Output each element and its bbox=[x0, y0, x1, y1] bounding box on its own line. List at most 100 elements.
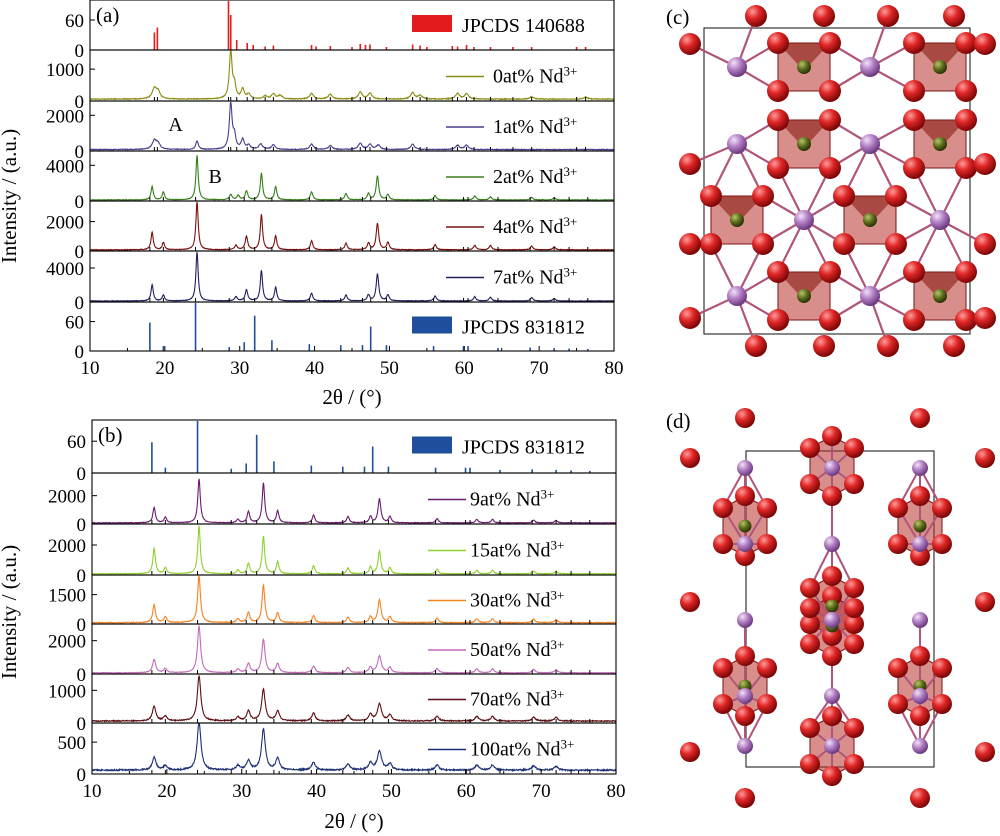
oxygen-atom bbox=[813, 335, 835, 357]
metal-atom bbox=[860, 134, 880, 154]
oxygen-atom bbox=[888, 658, 908, 678]
oxygen-atom bbox=[752, 185, 774, 207]
oxygen-atom bbox=[974, 153, 996, 175]
y-tick-label: 0 bbox=[77, 765, 87, 786]
metal-atom bbox=[912, 536, 928, 552]
legend-superscript: 3+ bbox=[551, 537, 565, 552]
oxygen-atom bbox=[679, 33, 701, 55]
oxygen-atom bbox=[910, 408, 930, 428]
polyhedron-face bbox=[778, 43, 830, 71]
center-atom bbox=[913, 519, 927, 533]
legend-label-text: 7at% Nd bbox=[493, 267, 564, 289]
oxygen-atom bbox=[903, 261, 925, 283]
oxygen-atom bbox=[932, 534, 952, 554]
x-tick-label: 60 bbox=[455, 358, 474, 379]
oxygen-atom bbox=[975, 742, 995, 762]
oxygen-atom bbox=[903, 32, 925, 54]
subplot-6: 0 1000 70at% Nd3+ bbox=[48, 673, 617, 735]
oxygen-atom bbox=[767, 157, 789, 179]
y-tick-label: 0 bbox=[75, 142, 85, 163]
xrd-pattern-line bbox=[89, 201, 615, 251]
oxygen-atom bbox=[974, 33, 996, 55]
oxygen-atom bbox=[822, 706, 842, 726]
oxygen-atom bbox=[844, 598, 864, 618]
subplot-3: 0 2000 15at% Nd3+ bbox=[48, 523, 617, 587]
oxygen-atom bbox=[974, 233, 996, 255]
y-tick-label: 0 bbox=[75, 293, 85, 314]
oxygen-atom bbox=[822, 486, 842, 506]
y-tick-label: 0 bbox=[77, 515, 87, 536]
center-atom bbox=[797, 137, 811, 151]
polyhedron-face bbox=[914, 272, 966, 300]
oxygen-atom bbox=[735, 788, 755, 808]
oxygen-atom bbox=[974, 307, 996, 329]
oxygen-atom bbox=[800, 754, 820, 774]
oxygen-atom bbox=[975, 592, 995, 612]
legend-label: 50at% Nd3+ bbox=[470, 637, 564, 662]
metal-atom bbox=[737, 738, 753, 754]
legend-superscript: 3+ bbox=[564, 164, 578, 179]
metal-atom bbox=[824, 738, 840, 754]
center-atom bbox=[863, 213, 877, 227]
subplot-5: 0 2000 50at% Nd3+ bbox=[48, 623, 617, 686]
peak-annotation: B bbox=[209, 166, 222, 188]
legend-label-text: 70at% Nd bbox=[470, 689, 551, 711]
oxygen-atom bbox=[822, 566, 842, 586]
y-tick-label: 2000 bbox=[46, 106, 84, 127]
y-tick-label: 60 bbox=[65, 313, 84, 334]
oxygen-atom bbox=[680, 592, 700, 612]
oxygen-atom bbox=[735, 408, 755, 428]
legend-label-text: 30at% Nd bbox=[470, 590, 551, 612]
xrd-pattern-line bbox=[91, 723, 617, 773]
y-tick-label: 2000 bbox=[48, 487, 86, 508]
oxygen-atom bbox=[844, 578, 864, 598]
legend-swatch bbox=[412, 316, 452, 334]
metal-atom bbox=[860, 57, 880, 77]
legend-label: JPCDS 831812 bbox=[462, 317, 585, 339]
oxygen-atom bbox=[885, 185, 907, 207]
y-tick-label: 4000 bbox=[46, 259, 84, 280]
center-atom bbox=[738, 519, 752, 533]
oxygen-atom bbox=[819, 80, 841, 102]
oxygen-atom bbox=[910, 486, 930, 506]
oxygen-atom bbox=[757, 534, 777, 554]
center-atom bbox=[933, 137, 947, 151]
center-atom bbox=[933, 60, 947, 74]
legend-superscript: 3+ bbox=[541, 486, 555, 501]
center-atom bbox=[797, 60, 811, 74]
legend-label-text: 4at% Nd bbox=[493, 216, 564, 238]
panel-label: (d) bbox=[666, 409, 691, 433]
x-tick-label: 40 bbox=[307, 781, 326, 802]
x-tick-label: 70 bbox=[530, 358, 549, 379]
subplot-7: 0 60 JPCDS 831812 bbox=[65, 301, 615, 363]
x-axis-label: 2θ / (°) bbox=[322, 385, 381, 409]
metal-atom bbox=[824, 688, 840, 704]
oxygen-atom bbox=[975, 448, 995, 468]
metal-atom bbox=[912, 460, 928, 476]
legend-superscript: 3+ bbox=[551, 686, 565, 701]
legend-label-text: 9at% Nd bbox=[470, 489, 541, 511]
y-tick-label: 1500 bbox=[48, 586, 86, 607]
xrd-pattern-line bbox=[91, 525, 617, 575]
oxygen-atom bbox=[844, 754, 864, 774]
oxygen-atom bbox=[819, 309, 841, 331]
polyhedron-face bbox=[844, 196, 896, 224]
oxygen-atom bbox=[955, 32, 977, 54]
legend-label: 0at% Nd3+ bbox=[493, 63, 577, 88]
oxygen-atom bbox=[757, 694, 777, 714]
oxygen-atom bbox=[713, 658, 733, 678]
peak-annotation: A bbox=[168, 114, 183, 136]
oxygen-atom bbox=[735, 486, 755, 506]
oxygen-atom bbox=[800, 474, 820, 494]
oxygen-atom bbox=[903, 109, 925, 131]
oxygen-atom bbox=[813, 5, 835, 27]
oxygen-atom bbox=[955, 157, 977, 179]
legend-superscript: 3+ bbox=[564, 63, 578, 78]
subplot-5: 0 2000 4at% Nd3+ bbox=[46, 200, 615, 263]
panel-label: (a) bbox=[96, 3, 119, 27]
y-tick-label: 2000 bbox=[48, 632, 86, 653]
y-tick-label: 2000 bbox=[46, 213, 84, 234]
metal-atom bbox=[794, 210, 814, 230]
x-tick-label: 20 bbox=[155, 358, 174, 379]
